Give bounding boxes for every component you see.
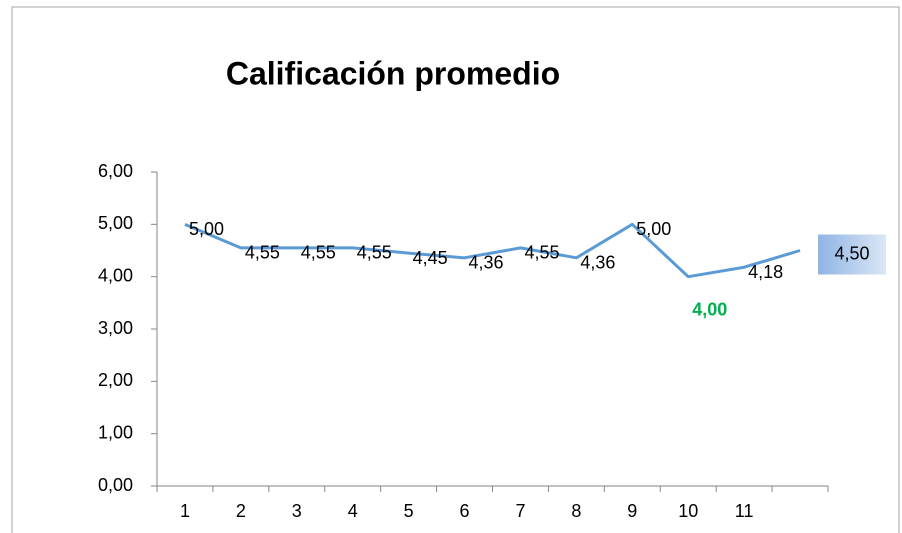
x-tick-label: 2 <box>236 501 246 521</box>
y-tick-label: 4,00 <box>98 265 133 285</box>
value-label: 4,55 <box>357 243 392 263</box>
x-tick-label: 4 <box>348 501 358 521</box>
y-tick-label: 5,00 <box>98 213 133 233</box>
x-tick-label: 5 <box>404 501 414 521</box>
y-tick-label: 6,00 <box>98 161 133 181</box>
value-label: 5,00 <box>189 219 224 239</box>
x-tick-label: 7 <box>515 501 525 521</box>
value-label: 4,45 <box>413 248 448 268</box>
value-label: 4,55 <box>301 243 336 263</box>
value-label: 4,55 <box>524 243 559 263</box>
x-tick-label: 9 <box>627 501 637 521</box>
x-tick-label: 8 <box>571 501 581 521</box>
value-label: 4,00 <box>692 299 727 319</box>
x-tick-label: 6 <box>460 501 470 521</box>
y-tick-label: 1,00 <box>98 422 133 442</box>
x-tick-label: 10 <box>678 501 698 521</box>
value-label: 5,00 <box>636 219 671 239</box>
value-label-bg <box>818 234 887 275</box>
series-line <box>184 222 801 279</box>
x-tick-label: 3 <box>292 501 302 521</box>
chart-border <box>11 6 900 533</box>
value-label: 4,36 <box>580 253 615 273</box>
value-label: 4,18 <box>748 262 783 282</box>
x-tick-label: 11 <box>735 501 754 521</box>
x-tick-label: 1 <box>180 501 190 521</box>
y-tick-label: 0,00 <box>98 475 133 495</box>
y-tick-label: 2,00 <box>98 370 133 390</box>
y-tick-label: 3,00 <box>98 318 133 338</box>
value-label: 4,50 <box>835 243 870 263</box>
chart-title: Calificación promedio <box>226 55 560 91</box>
value-label: 4,55 <box>245 243 280 263</box>
value-label: 4,36 <box>469 253 504 273</box>
